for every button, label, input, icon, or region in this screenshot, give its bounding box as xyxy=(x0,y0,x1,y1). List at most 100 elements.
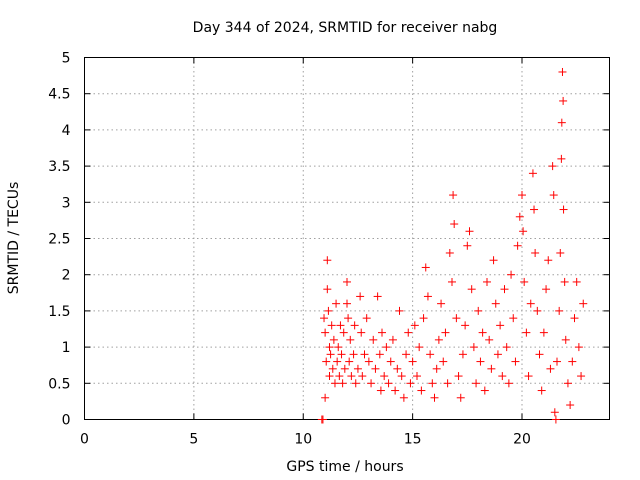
data-point xyxy=(448,277,456,286)
x-axis-label: GPS time / hours xyxy=(286,459,403,475)
data-point xyxy=(369,335,378,344)
y-tick-label: 2 xyxy=(62,268,71,284)
x-tick-label: 10 xyxy=(294,432,312,448)
data-point xyxy=(432,364,441,373)
data-point xyxy=(551,415,560,424)
data-point xyxy=(485,335,494,344)
data-point xyxy=(526,299,535,308)
data-point xyxy=(522,328,531,337)
data-point xyxy=(454,372,463,381)
data-point xyxy=(572,277,581,286)
data-point xyxy=(371,364,380,373)
data-point xyxy=(324,306,333,315)
data-point xyxy=(519,227,528,236)
data-point xyxy=(439,357,448,366)
data-point xyxy=(559,96,568,105)
data-point xyxy=(346,335,355,344)
data-point xyxy=(345,357,354,366)
data-point xyxy=(530,205,539,214)
data-point xyxy=(426,350,435,359)
data-point xyxy=(430,393,439,402)
data-point xyxy=(524,372,533,381)
data-point xyxy=(570,314,579,323)
data-point xyxy=(404,328,413,337)
data-point xyxy=(328,364,337,373)
data-point xyxy=(556,248,565,257)
data-point xyxy=(356,292,365,301)
data-point xyxy=(520,277,529,286)
data-point xyxy=(428,379,437,388)
data-point xyxy=(549,191,558,200)
data-point xyxy=(327,321,336,330)
y-tick-label: 0 xyxy=(62,413,71,429)
data-point xyxy=(450,220,459,229)
data-point xyxy=(502,343,511,352)
data-point xyxy=(340,364,349,373)
data-point xyxy=(423,292,432,301)
data-point xyxy=(384,379,393,388)
data-point xyxy=(531,248,540,257)
data-point xyxy=(515,212,524,221)
data-point xyxy=(507,270,516,279)
data-point xyxy=(557,154,566,163)
data-point xyxy=(364,357,373,366)
data-point xyxy=(378,328,386,337)
x-tick-label: 5 xyxy=(189,432,198,448)
data-point xyxy=(539,328,548,337)
data-point xyxy=(373,292,382,301)
data-point xyxy=(563,379,572,388)
data-point xyxy=(546,364,555,373)
data-point xyxy=(375,350,384,359)
data-point xyxy=(559,205,568,214)
data-point xyxy=(553,357,561,366)
data-point xyxy=(330,379,339,388)
data-point xyxy=(417,386,426,395)
data-point xyxy=(437,299,446,308)
data-point xyxy=(350,321,359,330)
data-point xyxy=(483,277,491,286)
data-point xyxy=(513,241,522,250)
data-point xyxy=(380,372,389,381)
data-point xyxy=(458,350,467,359)
data-point xyxy=(487,364,496,373)
data-point xyxy=(441,328,450,337)
y-tick-label: 1.5 xyxy=(48,304,70,320)
data-point xyxy=(367,379,376,388)
y-tick-label: 3 xyxy=(62,195,71,211)
data-point xyxy=(476,357,485,366)
data-point xyxy=(489,256,498,265)
data-point xyxy=(334,343,343,352)
x-tick-label: 0 xyxy=(80,432,89,448)
data-point xyxy=(339,328,348,337)
data-point xyxy=(504,379,513,388)
data-point xyxy=(419,314,428,323)
data-point xyxy=(445,248,454,257)
data-point xyxy=(558,67,567,76)
axis-ticks: 0 5 10 15 20 0 0.5 1 1.5 2 2.5 3 3.5 4 4.5 5 xyxy=(48,51,610,448)
data-point xyxy=(335,372,344,381)
data-point xyxy=(321,328,330,337)
data-point xyxy=(395,306,404,315)
data-point xyxy=(467,285,476,294)
data-point xyxy=(337,350,346,359)
data-point xyxy=(456,393,465,402)
data-point xyxy=(449,191,458,200)
data-point xyxy=(533,306,542,315)
data-point xyxy=(535,350,544,359)
data-point xyxy=(469,343,478,352)
data-point xyxy=(402,350,411,359)
data-point xyxy=(360,350,369,359)
data-point xyxy=(511,357,520,366)
data-point xyxy=(349,350,358,359)
data-point xyxy=(399,393,408,402)
data-point xyxy=(560,277,569,286)
data-point xyxy=(561,335,570,344)
data-point xyxy=(542,285,551,294)
data-point xyxy=(463,241,472,250)
data-point xyxy=(550,408,559,417)
data-point xyxy=(326,350,335,359)
y-axis-label: SRMTID / TECUs xyxy=(6,182,22,295)
data-point xyxy=(461,321,470,330)
data-point xyxy=(318,415,327,424)
